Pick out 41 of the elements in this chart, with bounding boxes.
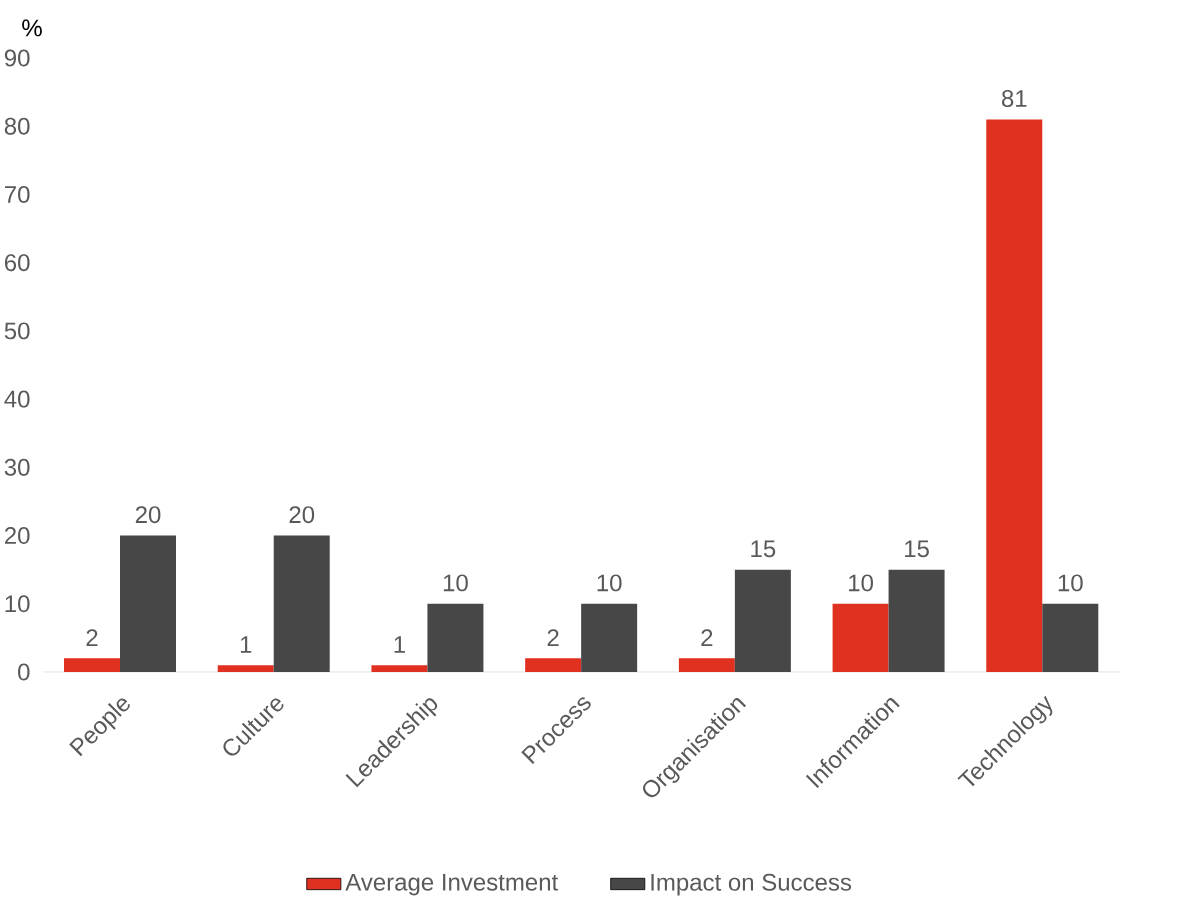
y-tick-label: 40: [4, 390, 30, 408]
data-label: 2: [701, 629, 713, 646]
y-tick-label: 70: [5, 185, 30, 203]
bar: [525, 658, 582, 672]
bar: [678, 658, 735, 672]
data-label: 2: [86, 629, 98, 646]
data-label: 20: [135, 506, 161, 524]
bar: [120, 535, 176, 672]
data-label: 15: [905, 540, 929, 558]
data-label: 1: [394, 636, 405, 653]
bar: [217, 665, 274, 672]
bar: [581, 603, 638, 672]
data-label: 10: [597, 574, 622, 592]
y-tick-label: 30: [4, 458, 30, 476]
data-label: 1: [240, 636, 252, 653]
bar: [832, 603, 889, 672]
y-tick-label: 80: [4, 117, 30, 135]
data-label: 10: [1058, 574, 1083, 592]
data-label: 2: [547, 629, 559, 646]
y-tick-label: 0: [18, 663, 30, 681]
y-tick-label: 20: [4, 527, 30, 545]
bar: [273, 535, 330, 672]
bar: [64, 658, 121, 672]
y-tick-label: 90: [4, 49, 30, 67]
bar: [986, 119, 1043, 672]
bar: [734, 569, 791, 672]
bar: [888, 569, 945, 672]
y-tick-label: 50: [4, 322, 30, 340]
bar: [371, 665, 428, 672]
y-tick-label: 60: [5, 254, 30, 272]
data-label: 15: [751, 540, 776, 558]
data-label: 20: [289, 506, 315, 524]
data-label: 10: [443, 574, 468, 592]
legend-label: Average Investment: [345, 873, 559, 896]
data-label: 10: [849, 574, 873, 592]
data-label: 81: [1001, 90, 1027, 107]
bar: [1042, 603, 1099, 672]
y-axis-title: %: [22, 19, 42, 37]
y-tick-label: 10: [5, 595, 30, 613]
legend-label: Impact on Success: [651, 873, 852, 896]
bar: [427, 603, 484, 672]
